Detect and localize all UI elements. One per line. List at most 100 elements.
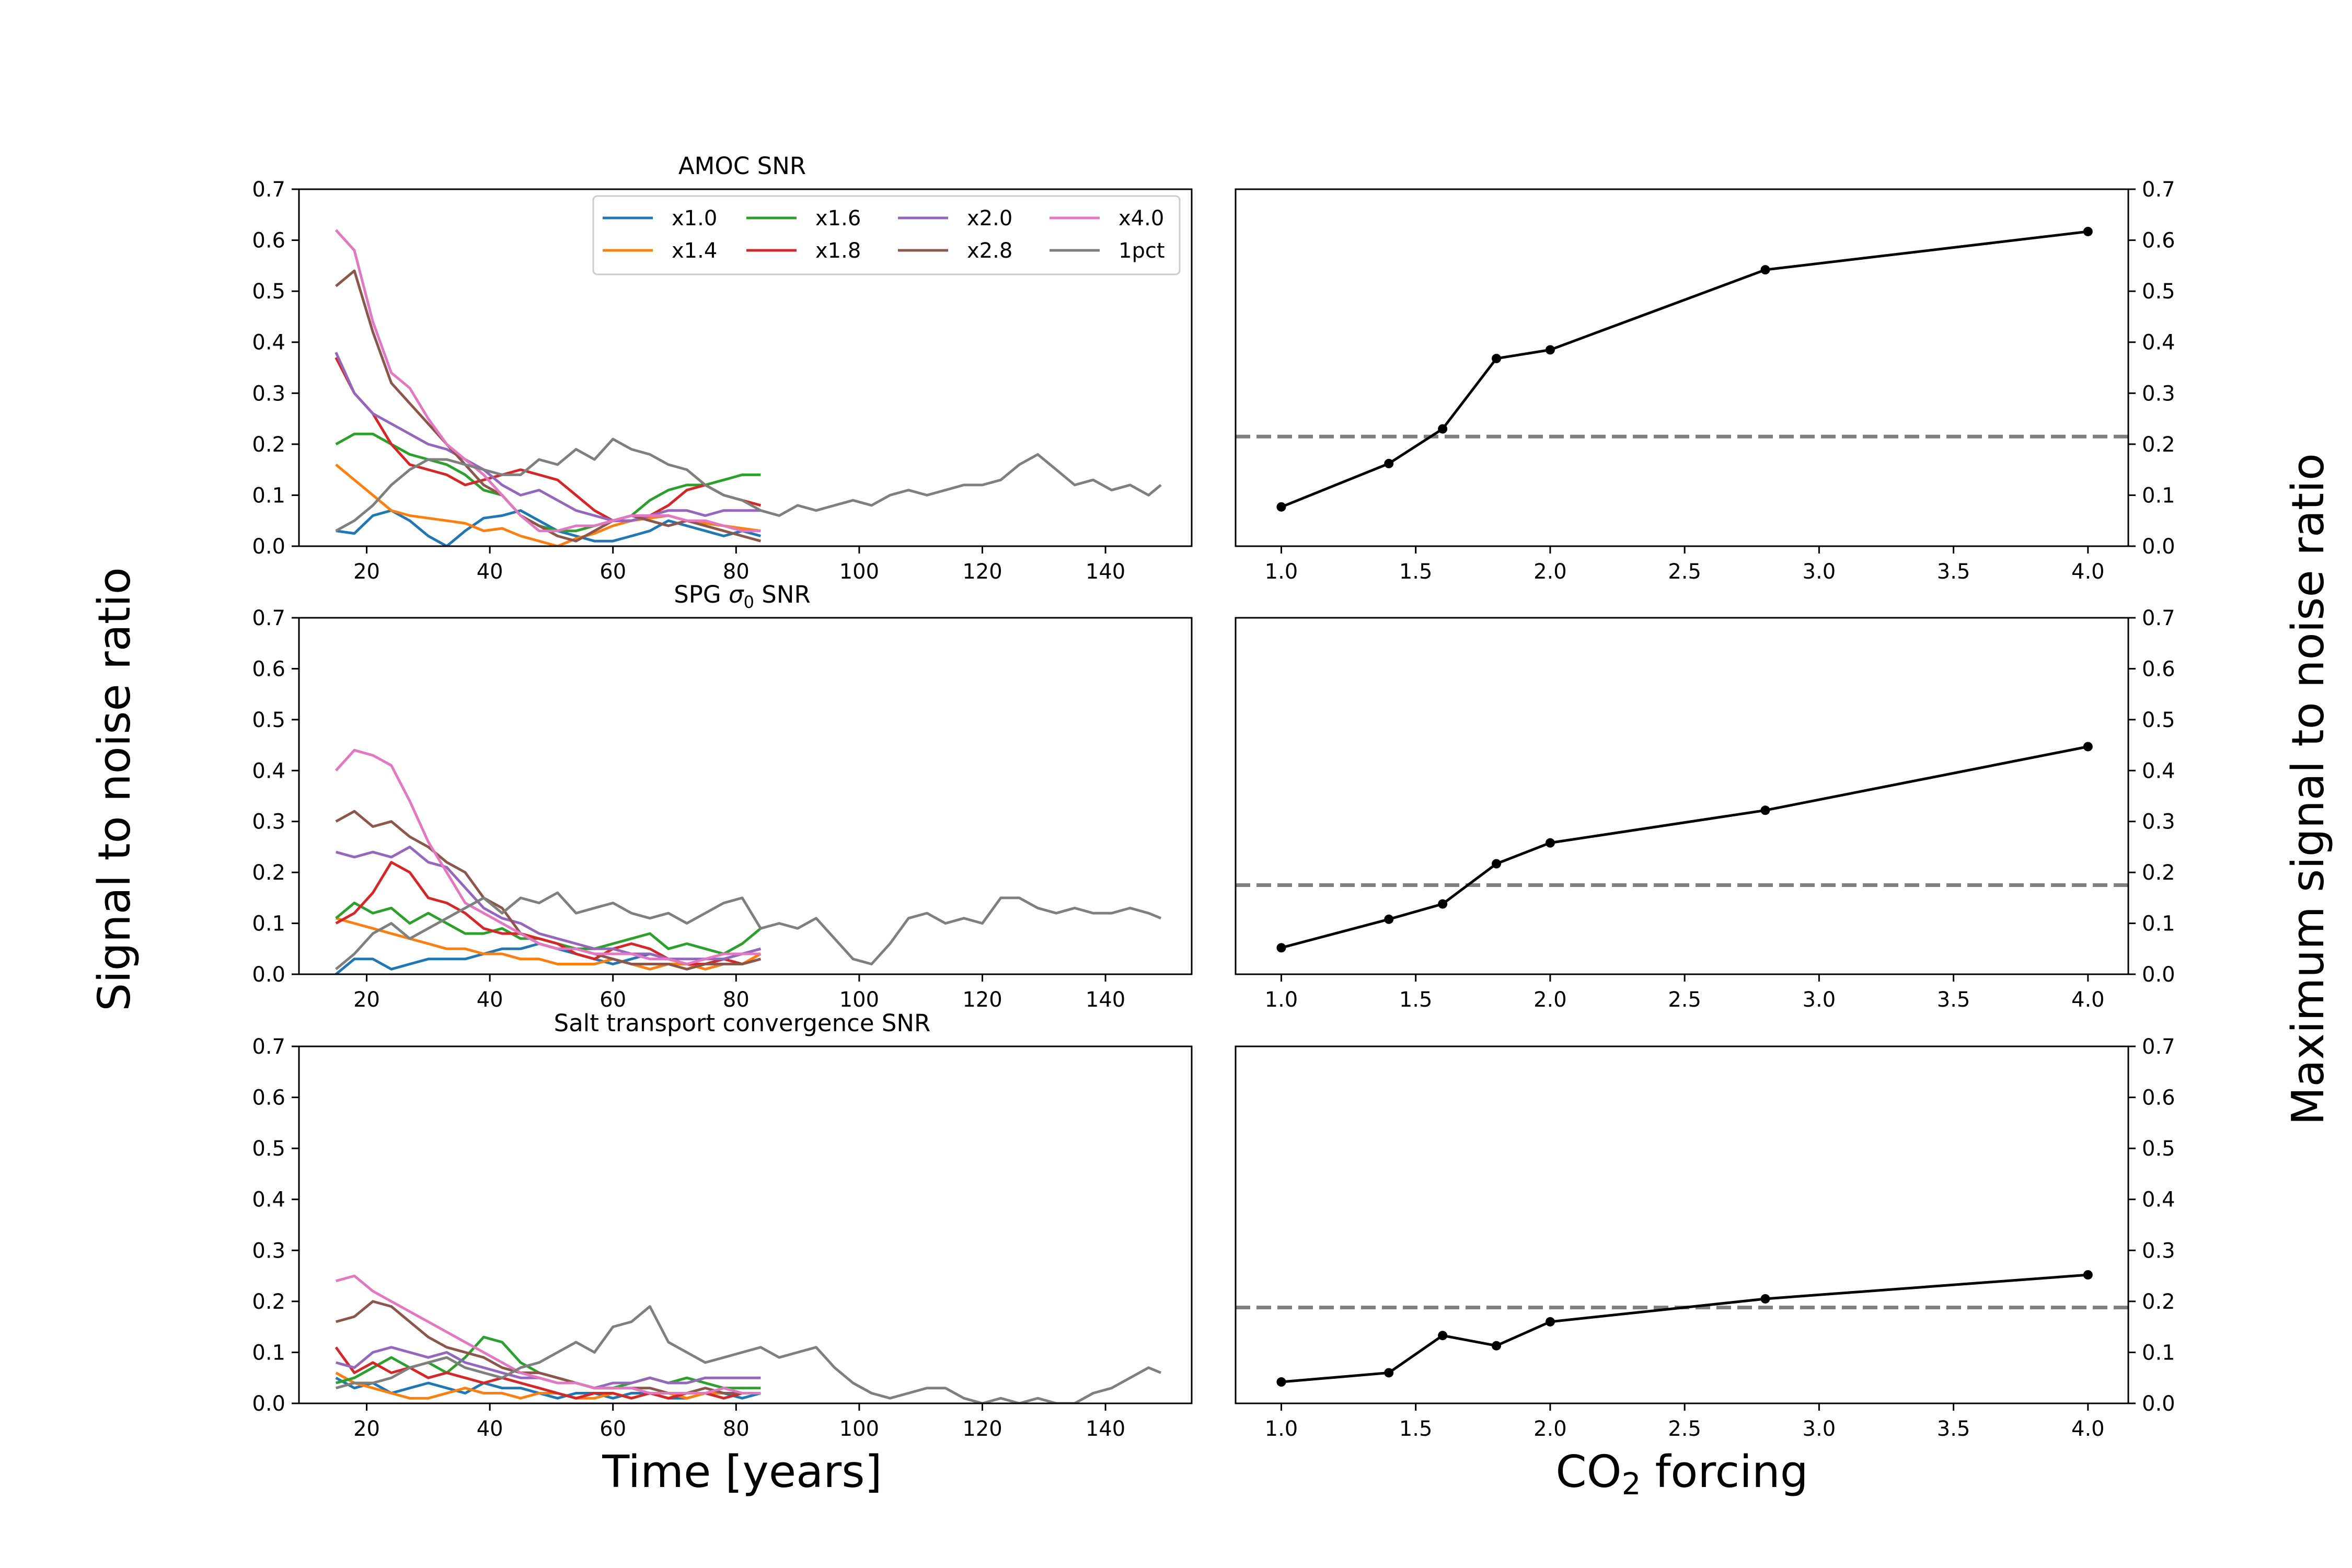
x-tick-label: 3.5 xyxy=(1937,1417,1970,1441)
x-tick-label: 40 xyxy=(477,988,503,1012)
series-line-x1.8 xyxy=(335,356,762,522)
y-tick-label: 0.4 xyxy=(2142,1188,2175,1212)
max-snr-point xyxy=(1276,943,1286,953)
series-line-x1.8 xyxy=(335,861,762,965)
y-tick-label: 0.3 xyxy=(252,1239,285,1263)
legend-label-1pct: 1pct xyxy=(1119,239,1165,263)
series-line-x2.8 xyxy=(335,269,762,543)
axes-amoc-max: 0.0 0.1 0.2 0.3 0.4 0.5 0.6 0.7 1.0 1.5 2.0 2.5 3.0 3… xyxy=(1235,178,2175,584)
x-tick-label: 1.5 xyxy=(1399,1417,1433,1441)
y-tick-label: 0.6 xyxy=(252,229,285,253)
y-tick-label: 0.0 xyxy=(252,963,285,987)
ylabel-right: Maximum signal to noise ratio xyxy=(2282,453,2334,1125)
y-tick-label: 0.0 xyxy=(252,1392,285,1416)
axes-frame xyxy=(1235,617,2129,975)
y-tick-label: 0.4 xyxy=(252,1188,285,1212)
axes-frame xyxy=(298,1045,1193,1404)
y-tick-label: 0.0 xyxy=(2142,1392,2175,1416)
x-tick-label: 2.0 xyxy=(1534,560,1567,584)
y-tick-label: 0.3 xyxy=(2142,810,2175,834)
panel-title-spg-symbol: σ xyxy=(729,581,744,608)
ylabel-left: Signal to noise ratio xyxy=(89,567,141,1011)
panel-title-spg-tail: SNR xyxy=(754,581,811,608)
axes-spg-time: 0.0 0.1 0.2 0.3 0.4 0.5 0.6 0.7 20 40 60 80 100 120 14… xyxy=(252,606,1193,1012)
x-tick-label: 1.5 xyxy=(1399,560,1433,584)
x-tick-label: 1.0 xyxy=(1265,988,1298,1012)
y-tick-label: 0.2 xyxy=(2142,861,2175,885)
legend: x1.0 x1.4 x1.6 x1.8 x2.0 x2.8 x4.0 1pct xyxy=(592,195,1181,275)
x-tick-label: 2.5 xyxy=(1668,988,1701,1012)
y-tick-label: 0.0 xyxy=(2142,963,2175,987)
y-tick-label: 0.5 xyxy=(2142,1137,2175,1161)
max-snr-point xyxy=(1276,1377,1286,1387)
legend-label-x1.0: x1.0 xyxy=(672,206,717,230)
x-tick-label: 60 xyxy=(599,560,626,584)
x-tick-label: 140 xyxy=(1086,1417,1125,1441)
y-tick-label: 0.4 xyxy=(2142,759,2175,783)
series-line-x2.0 xyxy=(335,352,761,522)
y-tick-label: 0.0 xyxy=(2142,535,2175,559)
max-snr-point xyxy=(1492,859,1502,869)
y-tick-label: 0.5 xyxy=(252,708,285,732)
max-snr-point xyxy=(1492,353,1502,363)
y-tick-label: 0.7 xyxy=(2142,1035,2175,1059)
x-tick-label: 20 xyxy=(353,988,380,1012)
x-tick-label: 4.0 xyxy=(2071,988,2105,1012)
y-tick-label: 0.3 xyxy=(2142,1239,2175,1263)
legend-label-x2.8: x2.8 xyxy=(967,239,1012,263)
y-tick-label: 0.3 xyxy=(252,382,285,406)
legend-label-x4.0: x4.0 xyxy=(1119,206,1164,230)
x-tick-label: 4.0 xyxy=(2071,1417,2105,1441)
x-tick-label: 20 xyxy=(353,1417,380,1441)
legend-label-x1.4: x1.4 xyxy=(672,239,717,263)
max-snr-line xyxy=(1281,230,2089,509)
x-tick-label: 1.5 xyxy=(1399,988,1433,1012)
y-tick-label: 0.6 xyxy=(2142,1086,2175,1110)
y-tick-label: 0.7 xyxy=(2142,178,2175,202)
series-line-1pct xyxy=(335,437,1162,532)
x-tick-label: 100 xyxy=(839,988,879,1012)
x-tick-label: 60 xyxy=(599,988,626,1012)
max-snr-point xyxy=(2083,742,2093,752)
x-tick-label: 40 xyxy=(477,1417,503,1441)
y-tick-label: 0.4 xyxy=(252,331,285,355)
max-snr-point xyxy=(2083,226,2093,236)
x-tick-label: 120 xyxy=(962,1417,1002,1441)
x-tick-label: 4.0 xyxy=(2071,560,2105,584)
y-tick-label: 0.5 xyxy=(2142,708,2175,732)
legend-label-x1.8: x1.8 xyxy=(815,239,861,263)
max-snr-line xyxy=(1281,745,2089,949)
max-snr-point xyxy=(1276,502,1286,512)
x-tick-label: 2.0 xyxy=(1534,1417,1567,1441)
x-tick-label: 120 xyxy=(962,560,1002,584)
series-line-x1.4 xyxy=(335,1371,761,1400)
max-snr-point xyxy=(1760,265,1770,275)
y-tick-label: 0.0 xyxy=(252,535,285,559)
axes-frame xyxy=(1235,188,2129,547)
y-tick-label: 0.1 xyxy=(2142,912,2175,936)
y-tick-label: 0.1 xyxy=(2142,1341,2175,1365)
x-tick-label: 100 xyxy=(839,560,879,584)
x-tick-label: 40 xyxy=(477,560,503,584)
max-snr-point xyxy=(1438,1331,1448,1341)
y-tick-label: 0.7 xyxy=(252,1035,285,1059)
x-tick-label: 2.0 xyxy=(1534,988,1567,1012)
x-tick-label: 2.5 xyxy=(1668,1417,1701,1441)
max-snr-line xyxy=(1281,1273,2088,1383)
max-snr-point xyxy=(1438,424,1448,434)
xlabel-left: Time [years] xyxy=(602,1446,882,1498)
max-snr-point xyxy=(1492,1341,1502,1351)
x-tick-label: 2.5 xyxy=(1668,560,1701,584)
x-tick-label: 80 xyxy=(723,988,750,1012)
y-tick-label: 0.5 xyxy=(252,1137,285,1161)
series-line-1pct xyxy=(335,891,1162,971)
y-tick-label: 0.2 xyxy=(252,861,285,885)
max-snr-point xyxy=(1384,914,1394,924)
axes-amoc-time: 0.0 0.1 0.2 0.3 0.4 0.5 0.6 0.7 20 40 60 80 100 120 14… xyxy=(252,178,1193,584)
panel-title-salt: Salt transport convergence SNR xyxy=(554,1009,931,1037)
series-line-x2.0 xyxy=(336,845,762,961)
x-tick-label: 3.5 xyxy=(1937,560,1970,584)
y-tick-label: 0.1 xyxy=(252,912,285,936)
series-line-1pct xyxy=(336,1305,1162,1403)
